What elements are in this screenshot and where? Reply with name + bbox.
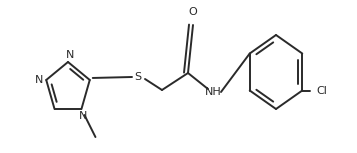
Text: NH: NH: [205, 87, 221, 97]
Text: N: N: [66, 50, 74, 60]
Text: N: N: [35, 75, 43, 85]
Text: Cl: Cl: [316, 86, 327, 95]
Text: N: N: [79, 111, 87, 121]
Text: O: O: [188, 7, 197, 17]
Text: S: S: [135, 72, 142, 82]
